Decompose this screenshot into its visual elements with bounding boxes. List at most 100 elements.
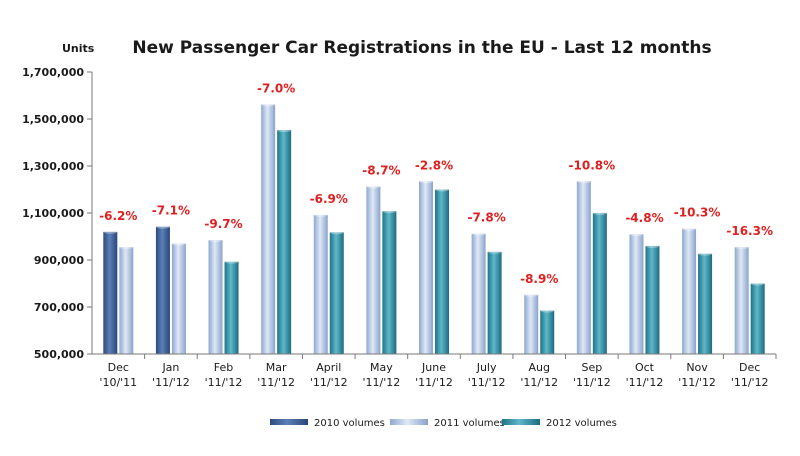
- x-tick-month: Nov: [686, 361, 708, 374]
- x-tick-years: '10/'11: [99, 376, 137, 389]
- percent-change-label: -10.8%: [569, 158, 616, 172]
- legend-label: 2010 volumes: [314, 418, 385, 429]
- bar-top-highlight: [171, 241, 186, 246]
- percent-change-label: -8.9%: [520, 272, 558, 286]
- x-tick-month: Oct: [635, 361, 655, 374]
- bar-2011: [419, 181, 433, 354]
- y-tick-label: 1,100,000: [22, 207, 84, 220]
- bar-top-highlight: [750, 281, 765, 286]
- x-tick-years: '11/'12: [415, 376, 453, 389]
- percent-change-label: -16.3%: [726, 224, 773, 238]
- y-tick-label: 700,000: [34, 301, 84, 314]
- x-tick-years: '11/'12: [468, 376, 506, 389]
- x-tick-years: '11/'12: [205, 376, 243, 389]
- bar-2010: [155, 226, 170, 354]
- x-tick-years: '11/'12: [678, 376, 716, 389]
- bar-top-highlight: [382, 209, 397, 214]
- bar-top-highlight: [419, 179, 433, 184]
- x-tick-years: '11/'12: [626, 376, 664, 389]
- percent-change-label: -8.7%: [362, 163, 400, 177]
- legend-swatch-2011: [390, 419, 428, 425]
- percent-change-label: -9.7%: [204, 217, 242, 231]
- x-tick-month: Aug: [528, 361, 549, 374]
- y-tick-label: 500,000: [34, 348, 84, 361]
- chart-title: New Passenger Car Registrations in the E…: [132, 38, 711, 58]
- bar-2011: [734, 247, 749, 354]
- x-tick-years: '11/'12: [363, 376, 401, 389]
- bar-2011: [576, 181, 591, 354]
- percent-change-labels: -6.2% -7.1% -9.7% -7.0% -6.9% -8.7% -2.8% -7.8%…: [99, 81, 773, 285]
- bar-top-highlight: [366, 184, 381, 189]
- percent-change-label: -6.2%: [99, 209, 137, 223]
- y-tick-label: 1,300,000: [22, 160, 84, 173]
- percent-change-label: -7.8%: [467, 211, 505, 225]
- bar-2011: [119, 247, 134, 354]
- bar-2011: [629, 234, 644, 354]
- x-tick-years: '11/'12: [520, 376, 558, 389]
- legend-label: 2012 volumes: [546, 418, 617, 429]
- y-tick-label: 1,700,000: [22, 66, 84, 79]
- bar-top-highlight: [277, 128, 292, 133]
- x-tick-years: '11/'12: [152, 376, 190, 389]
- bar-top-highlight: [698, 251, 713, 256]
- bar-top-highlight: [592, 211, 607, 215]
- percent-change-label: -2.8%: [415, 158, 453, 172]
- bar-2012: [329, 232, 344, 354]
- bar-top-highlight: [329, 230, 344, 235]
- bar-2011: [682, 228, 697, 354]
- bar-top-highlight: [629, 232, 644, 237]
- bar-2011: [524, 294, 539, 354]
- x-tick-years: '11/'12: [731, 376, 769, 389]
- bar-top-highlight: [208, 238, 223, 243]
- bar-top-highlight: [224, 259, 239, 264]
- y-tick-label: 900,000: [34, 254, 84, 267]
- x-tick-month: April: [316, 361, 341, 374]
- percent-change-label: -10.3%: [674, 206, 721, 220]
- bar-top-highlight: [487, 249, 502, 254]
- bars: [103, 102, 765, 355]
- x-tick-years: '11/'12: [573, 376, 611, 389]
- bar-top-highlight: [119, 245, 134, 250]
- percent-change-label: -7.1%: [152, 204, 190, 218]
- y-axis: 500,000 700,000 900,000 1,100,000 1,300,000 1…: [22, 66, 93, 361]
- legend: 2010 volumes 2011 volumes 2012 volumes: [270, 418, 617, 429]
- x-tick-years: '11/'12: [257, 376, 295, 389]
- legend-swatch-2012: [502, 419, 540, 425]
- x-tick-month: Mar: [266, 361, 287, 374]
- bar-top-highlight: [471, 231, 486, 236]
- bar-2012: [435, 189, 449, 354]
- percent-change-label: -4.8%: [625, 211, 663, 225]
- x-tick-month: Dec: [108, 361, 129, 374]
- x-tick-month: Dec: [739, 361, 760, 374]
- x-tick-month: Sep: [581, 361, 602, 374]
- bar-2011: [471, 233, 486, 354]
- bar-top-highlight: [103, 229, 118, 234]
- bar-2012: [750, 283, 765, 354]
- y-tick-label: 1,500,000: [22, 113, 84, 126]
- x-axis: Dec '10/'11 Jan '11/'12 Feb '11/'12 Mar '11/'12…: [92, 353, 777, 389]
- bar-top-highlight: [540, 308, 555, 313]
- bar-top-highlight: [435, 187, 449, 192]
- bar-2011: [313, 214, 328, 354]
- x-tick-month: Feb: [214, 361, 233, 374]
- bar-2010: [103, 231, 118, 354]
- bar-top-highlight: [734, 245, 749, 250]
- bar-2011: [261, 104, 276, 355]
- bar-top-highlight: [155, 224, 170, 229]
- bar-2011: [208, 240, 223, 354]
- bar-2012: [645, 245, 660, 354]
- bar-2011: [171, 243, 186, 354]
- legend-swatch-2010: [270, 419, 308, 425]
- x-tick-month: July: [476, 361, 497, 374]
- bar-2012: [698, 253, 713, 354]
- y-axis-label: Units: [62, 42, 95, 55]
- x-tick-month: May: [370, 361, 393, 374]
- bar-2012: [277, 130, 292, 354]
- bar-top-highlight: [524, 292, 539, 297]
- bar-top-highlight: [645, 243, 660, 248]
- legend-label: 2011 volumes: [434, 418, 505, 429]
- bar-top-highlight: [682, 226, 697, 231]
- percent-change-label: -6.9%: [310, 192, 348, 206]
- bar-top-highlight: [261, 102, 276, 107]
